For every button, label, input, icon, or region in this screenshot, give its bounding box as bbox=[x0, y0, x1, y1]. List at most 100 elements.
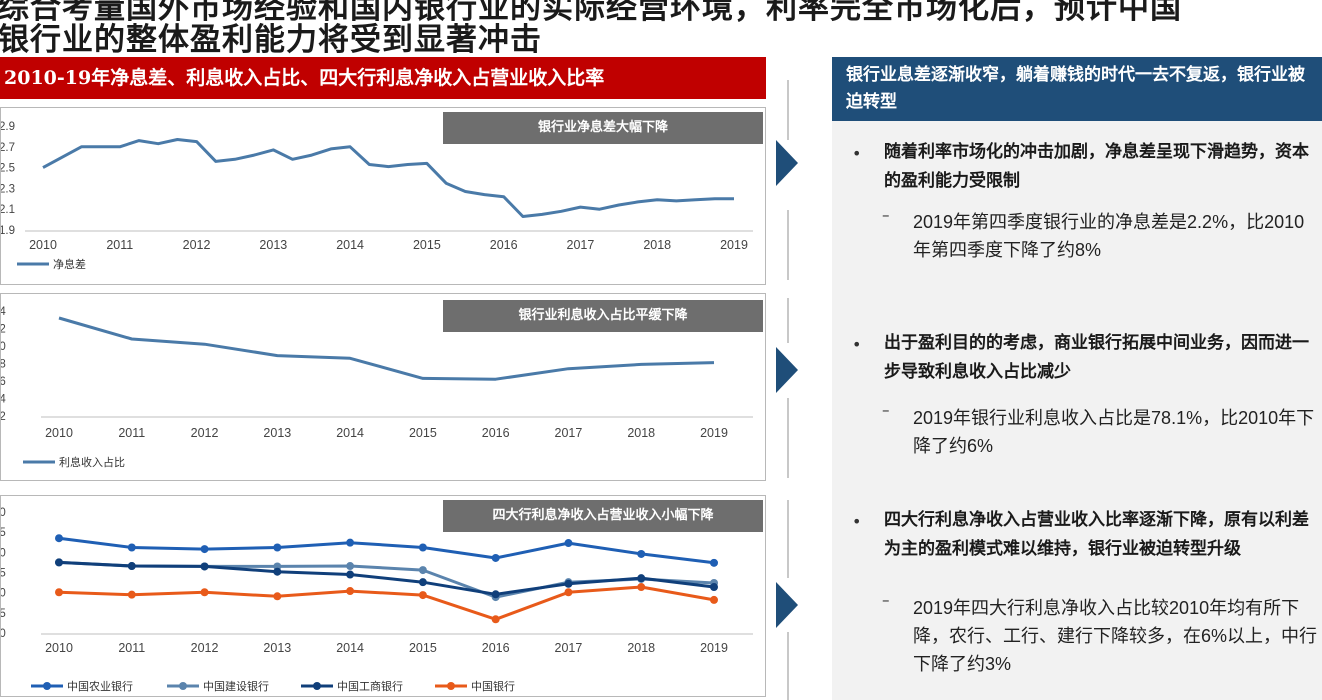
x-tick-label: 2011 bbox=[106, 238, 133, 252]
data-point bbox=[346, 562, 355, 571]
point-1-text: 随着利率市场化的冲击加剧，净息差呈现下滑趋势，资本的盈利能力受限制 bbox=[884, 142, 1309, 191]
data-point bbox=[564, 579, 573, 588]
x-tick-label: 2010 bbox=[45, 426, 73, 440]
chart-panel-big-four: 60 65 70 75 80 85 90 2010 2011 2012 2013 2014 2015 20… bbox=[0, 495, 766, 697]
right-section-header: 银行业息差逐渐收窄，躺着赚钱的时代一去不复返，银行业被迫转型 bbox=[832, 57, 1322, 121]
separator-line bbox=[787, 398, 789, 478]
data-point bbox=[346, 570, 355, 579]
y-tick-label: 80 bbox=[1, 341, 6, 353]
data-point bbox=[710, 583, 718, 592]
x-tick-label: 2019 bbox=[720, 238, 748, 252]
series-line bbox=[42, 138, 734, 218]
y-tick-label: 78 bbox=[1, 359, 6, 371]
page-title-line-2: 银行业的整体盈利能力将受到显著冲击 bbox=[0, 22, 542, 58]
left-section-header: 2010-19年净息差、利息收入占比、四大行利息净收入占营业收入比率 bbox=[0, 57, 766, 99]
data-point bbox=[564, 539, 573, 548]
point-3-detail: 2019年四大行利息净收入占比较2010年均有所下降，农行、工行、建行下降较多，… bbox=[913, 598, 1318, 674]
chart-annotation-1: 银行业净息差大幅下降 bbox=[443, 112, 763, 144]
data-point bbox=[418, 591, 427, 600]
x-tick-label: 2015 bbox=[409, 426, 437, 440]
data-point bbox=[418, 578, 427, 587]
bullet-icon: • bbox=[852, 144, 862, 163]
x-tick-label: 2015 bbox=[413, 238, 441, 252]
x-tick-label: 2012 bbox=[191, 426, 219, 440]
legend-marker bbox=[447, 682, 455, 690]
page-title-line-1: 综合考量国外市场经验和国内银行业的实际经营环境，利率完全市场化后，预计中国 bbox=[0, 0, 1182, 26]
x-tick-label: 2010 bbox=[29, 238, 57, 252]
x-tick-label: 2013 bbox=[263, 641, 291, 655]
x-tick-label: 2010 bbox=[45, 641, 73, 655]
x-tick-label: 2011 bbox=[118, 641, 145, 655]
data-point bbox=[346, 538, 355, 547]
point-1-detail: 2019年第四季度银行业的净息差是2.2%，比2010年第四季度下降了约8% bbox=[913, 212, 1305, 260]
bullet-icon: • bbox=[852, 335, 862, 354]
data-point bbox=[637, 574, 646, 583]
data-point bbox=[710, 595, 718, 604]
legend-label: 中国建设银行 bbox=[203, 679, 269, 693]
chevron-right-icon bbox=[776, 347, 798, 393]
point-3-text: 四大行利息净收入占营业收入比率逐渐下降，原有以利差为主的盈利模式难以维持，银行业… bbox=[884, 510, 1309, 559]
data-point bbox=[564, 588, 573, 597]
legend-marker bbox=[313, 682, 321, 690]
x-tick-label: 2013 bbox=[263, 426, 291, 440]
x-tick-label: 2013 bbox=[259, 238, 287, 252]
point-2-text: 出于盈利目的的考虑，商业银行拓展中间业务，因而进一步导致利息收入占比减少 bbox=[884, 333, 1309, 382]
x-tick-label: 2012 bbox=[183, 238, 211, 252]
y-tick-label: 1.9 bbox=[1, 225, 15, 237]
chart-panel-interest-income-share: 72 74 76 78 80 82 84 2010 2011 2012 2013 2014 2015 20… bbox=[0, 293, 766, 481]
dash-icon: – bbox=[882, 591, 890, 609]
data-point bbox=[273, 567, 282, 576]
chart-annotation-2: 银行业利息收入占比平缓下降 bbox=[443, 300, 763, 332]
y-tick-label: 74 bbox=[1, 394, 6, 406]
right-section-body bbox=[832, 121, 1322, 700]
dash-icon: – bbox=[882, 401, 890, 419]
data-point bbox=[55, 588, 63, 597]
chart-interest-income-share: 72 74 76 78 80 82 84 2010 2011 2012 2013 2014 2015 20… bbox=[1, 306, 753, 469]
legend-label: 中国工商银行 bbox=[337, 679, 403, 693]
y-tick-label: 60 bbox=[1, 628, 6, 640]
data-point bbox=[55, 534, 63, 543]
chart-annotation-3: 四大行利息净收入占营业收入小幅下降 bbox=[443, 500, 763, 532]
x-tick-label: 2016 bbox=[482, 641, 510, 655]
data-point bbox=[273, 543, 282, 552]
x-tick-label: 2017 bbox=[567, 238, 595, 252]
legend-marker bbox=[43, 682, 51, 690]
series-line bbox=[58, 560, 715, 596]
y-tick-label: 2.7 bbox=[1, 142, 15, 154]
y-tick-label: 2.3 bbox=[1, 183, 15, 195]
x-tick-label: 2016 bbox=[490, 238, 518, 252]
bullet-icon: • bbox=[852, 512, 862, 531]
x-tick-label: 2016 bbox=[482, 426, 510, 440]
x-tick-label: 2018 bbox=[627, 426, 655, 440]
x-tick-label: 2015 bbox=[409, 641, 437, 655]
x-tick-label: 2019 bbox=[700, 641, 728, 655]
chart-net-interest-margin: 1.9 2.1 2.3 2.5 2.7 2.9 2010 2011 2012 2013 2014 20… bbox=[1, 121, 753, 271]
legend-marker bbox=[179, 682, 187, 690]
y-tick-label: 70 bbox=[1, 588, 6, 600]
data-point bbox=[200, 545, 209, 554]
y-tick-label: 2.1 bbox=[1, 204, 15, 216]
series-line bbox=[58, 585, 715, 621]
data-point bbox=[491, 590, 500, 599]
data-point bbox=[491, 553, 500, 562]
legend-label: 中国农业银行 bbox=[67, 679, 133, 693]
legend-label: 利息收入占比 bbox=[59, 455, 125, 469]
data-point bbox=[127, 543, 136, 552]
data-point bbox=[346, 587, 355, 596]
legend-label: 净息差 bbox=[53, 257, 86, 271]
x-tick-label: 2019 bbox=[700, 426, 728, 440]
x-tick-label: 2011 bbox=[118, 426, 145, 440]
separator-line bbox=[787, 500, 789, 578]
x-tick-label: 2017 bbox=[555, 641, 583, 655]
chart-panel-net-interest-margin: 1.9 2.1 2.3 2.5 2.7 2.9 2010 2011 2012 2013 2014 20… bbox=[0, 107, 766, 285]
data-point bbox=[637, 549, 646, 558]
y-tick-label: 2.5 bbox=[1, 163, 15, 175]
data-point bbox=[491, 615, 500, 624]
y-tick-label: 90 bbox=[1, 507, 6, 519]
y-tick-label: 2.9 bbox=[1, 121, 15, 133]
x-tick-label: 2018 bbox=[627, 641, 655, 655]
separator-line bbox=[787, 298, 789, 343]
data-point bbox=[127, 562, 136, 571]
data-point bbox=[273, 592, 282, 601]
data-point bbox=[200, 562, 209, 571]
